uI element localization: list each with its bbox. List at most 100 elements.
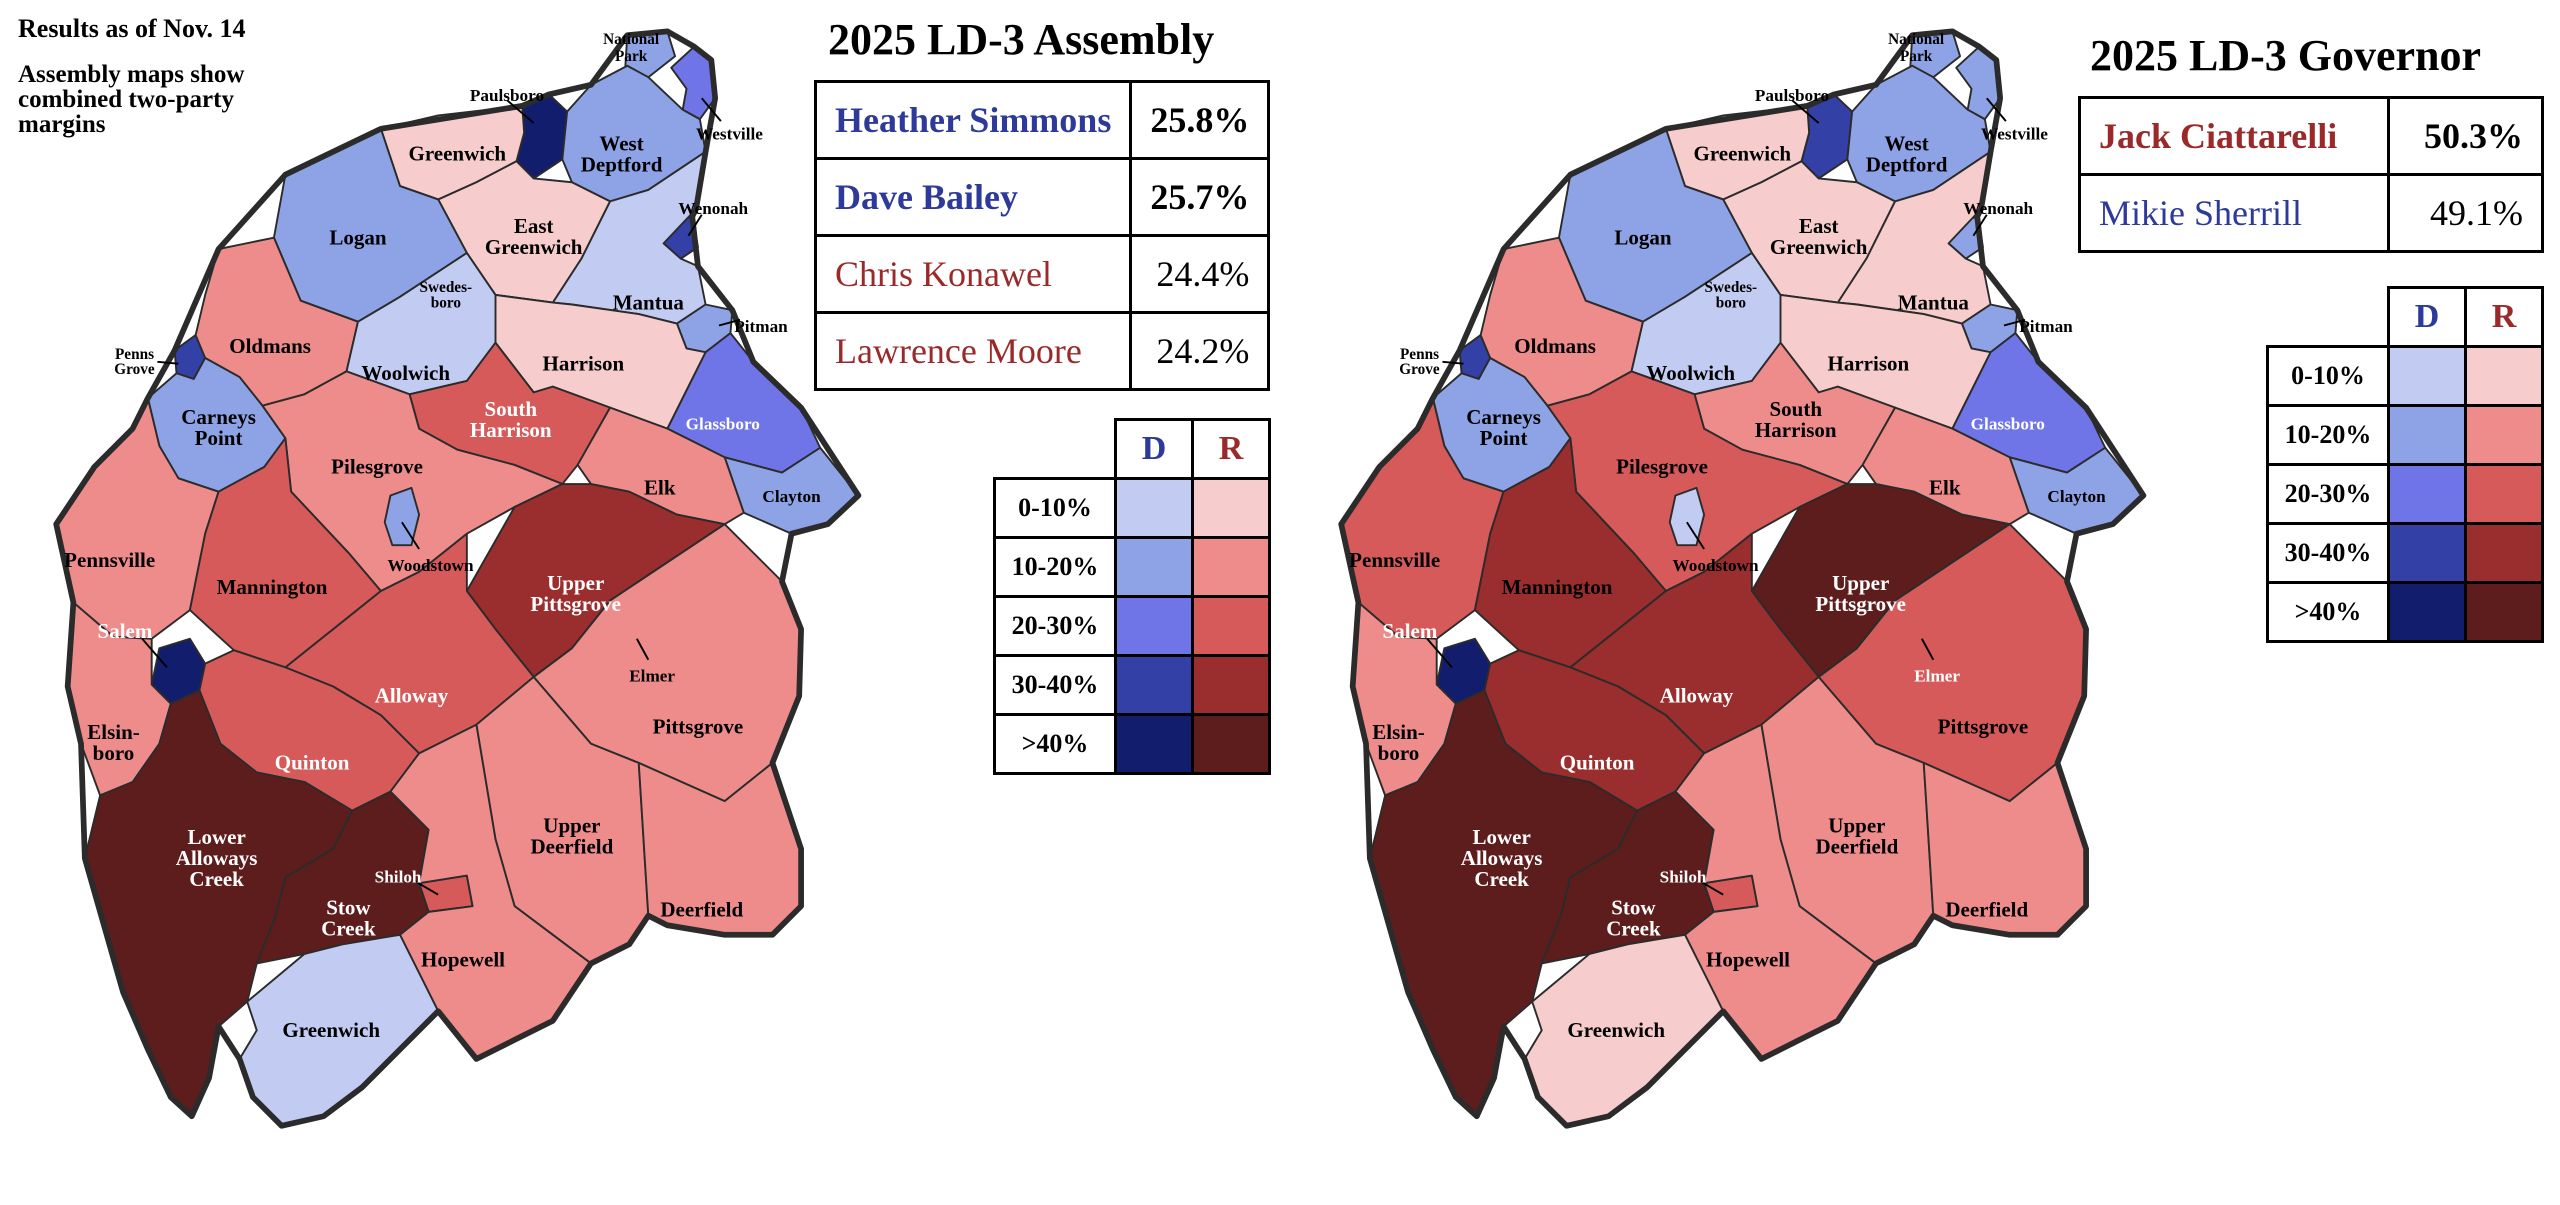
candidate-percent: 25.7% [1129, 157, 1271, 237]
legend-swatch-r4 [1191, 654, 1271, 716]
municipality-label: Carneys Point [181, 405, 256, 450]
municipality-label: Pilesgrove [331, 455, 423, 479]
legend-body: D R 0-10% 10-20% 20-30% 30-40% >40% [2266, 286, 2544, 643]
legend-swatch-d4 [2387, 522, 2467, 584]
candidate-percent: 25.8% [1129, 80, 1271, 160]
legend-body: D R 0-10% 10-20% 20-30% 30-40% >40% [993, 418, 1271, 775]
legend-swatch-r4 [2464, 522, 2544, 584]
municipality-label: Westville [1981, 124, 2048, 143]
district-outline [53, 28, 862, 1129]
municipality-label: Harrison [543, 351, 625, 375]
legend-swatch-r3 [1191, 595, 1271, 657]
municipality-label: Paulsboro [1755, 86, 1829, 105]
municipality-label: Clayton [762, 487, 821, 506]
municipality-label: Swedes-boro [420, 279, 473, 311]
municipality-label: Elmer [629, 667, 675, 686]
municipality-label: Elsin-boro [1372, 720, 1425, 765]
legend-d-header: D [1114, 418, 1194, 480]
municipality-label: Mantua [1898, 290, 1970, 314]
governor-map: National Park Paulsboro Westville West Deptfo… [1338, 28, 2147, 1129]
governor-results-table: Jack Ciattarelli 50.3% Mikie Sherrill 49.1% [2077, 96, 2544, 253]
legend-range-label: 0-10% [2266, 345, 2390, 407]
municipality-label: Penns Grove [114, 346, 155, 378]
governor-title: 2025 LD-3 Governor [2090, 31, 2482, 80]
municipality-west-deptford [1846, 64, 1992, 203]
legend-swatch-r2 [2464, 404, 2544, 466]
method-note: Assembly maps show combined two-party ma… [18, 61, 245, 138]
district-outline [1338, 28, 2147, 1129]
label-leader-line [141, 638, 168, 669]
municipality-label: West Deptford [581, 132, 663, 177]
label-leader-line [701, 97, 722, 122]
municipality-label: East Greenwich [1770, 214, 1868, 259]
municipality-label: Pennsville [64, 548, 155, 572]
municipality-label: Elk [1929, 476, 1961, 500]
municipality-label: Glassboro [1971, 415, 2045, 434]
candidate-row: Chris Konawel 24.4% [813, 234, 1271, 314]
municipality-label: Upper Pittsgrove [1815, 571, 1906, 616]
label-leader-line [506, 99, 535, 124]
municipality-label: Penns Grove [1399, 346, 1440, 378]
label-leader-line [1686, 521, 1705, 550]
municipality-label: Pittsgrove [653, 714, 744, 738]
municipality-label: Lower Alloways Creek [176, 825, 258, 891]
municipality-label: Upper Deerfield [1816, 814, 1899, 859]
municipality-label: Greenwich [1693, 141, 1791, 165]
candidate-name: Chris Konawel [813, 234, 1133, 314]
municipality-label: Lower Alloways Creek [1461, 825, 1543, 891]
label-leader-line [1426, 638, 1453, 669]
legend-range-label: 30-40% [2266, 522, 2390, 584]
municipality-label: Greenwich [408, 141, 506, 165]
results-date-note: Results as of Nov. 14 [18, 14, 246, 43]
legend-range-label: >40% [993, 713, 1117, 775]
municipality-label: Woodstown [1673, 556, 1759, 575]
legend-d-header: D [2387, 286, 2467, 348]
municipality-label: Elsin-boro [87, 720, 140, 765]
candidate-row: Mikie Sherrill 49.1% [2077, 173, 2544, 253]
label-leader-line [1986, 97, 2007, 122]
municipality-label: Stow Creek [321, 896, 376, 941]
assembly-title: 2025 LD-3 Assembly [828, 15, 1215, 64]
municipality-label: Westville [696, 124, 763, 143]
legend-range-label: 20-30% [2266, 463, 2390, 525]
assembly-legend: D R 0-10% 10-20% 20-30% 30-40% >40% [993, 418, 1271, 775]
municipality-label: Paulsboro [470, 86, 544, 105]
municipality-label: Wenonah [1963, 199, 2033, 218]
legend-range-label: 0-10% [993, 477, 1117, 539]
municipality-label: Swedes-boro [1705, 279, 1758, 311]
legend-swatch-r2 [1191, 536, 1271, 598]
municipality-label: Stow Creek [1606, 896, 1661, 941]
label-leader-line [687, 214, 703, 237]
municipality-label: East Greenwich [485, 214, 583, 259]
label-leader-line [157, 360, 179, 365]
municipality-label: National Park [1888, 31, 1944, 65]
municipality-west-deptford [561, 64, 707, 203]
municipality-label: Quinton [1560, 751, 1635, 775]
municipality-label: Logan [1614, 225, 1672, 249]
legend-swatch-r1 [1191, 477, 1271, 539]
legend-swatch-d5 [2387, 581, 2467, 643]
legend-swatch-d5 [1114, 713, 1194, 775]
municipality-label: Elk [644, 476, 676, 500]
legend-swatch-r5 [1191, 713, 1271, 775]
legend-swatch-d2 [1114, 536, 1194, 598]
governor-legend: D R 0-10% 10-20% 20-30% 30-40% >40% [2266, 286, 2544, 643]
label-leader-line [1442, 360, 1464, 365]
municipality-label: Alloway [375, 684, 449, 708]
municipality-label: South Harrison [470, 397, 552, 442]
legend-range-label: 10-20% [2266, 404, 2390, 466]
legend-swatch-r5 [2464, 581, 2544, 643]
municipality-label: Shiloh [1660, 867, 1707, 886]
label-leader-line [2003, 318, 2026, 327]
candidate-percent: 24.4% [1129, 234, 1271, 314]
candidate-percent: 24.2% [1129, 311, 1271, 391]
legend-r-header: R [1191, 418, 1271, 480]
municipality-label: Greenwich [282, 1018, 380, 1042]
municipality-label: Upper Deerfield [531, 814, 614, 859]
municipality-label: Alloway [1660, 684, 1734, 708]
label-leader-line [1699, 880, 1724, 896]
legend-range-label: 20-30% [993, 595, 1117, 657]
municipality-label: National Park [603, 31, 659, 65]
municipality-label: Pennsville [1349, 548, 1440, 572]
municipality-label: Woolwich [1646, 361, 1735, 385]
